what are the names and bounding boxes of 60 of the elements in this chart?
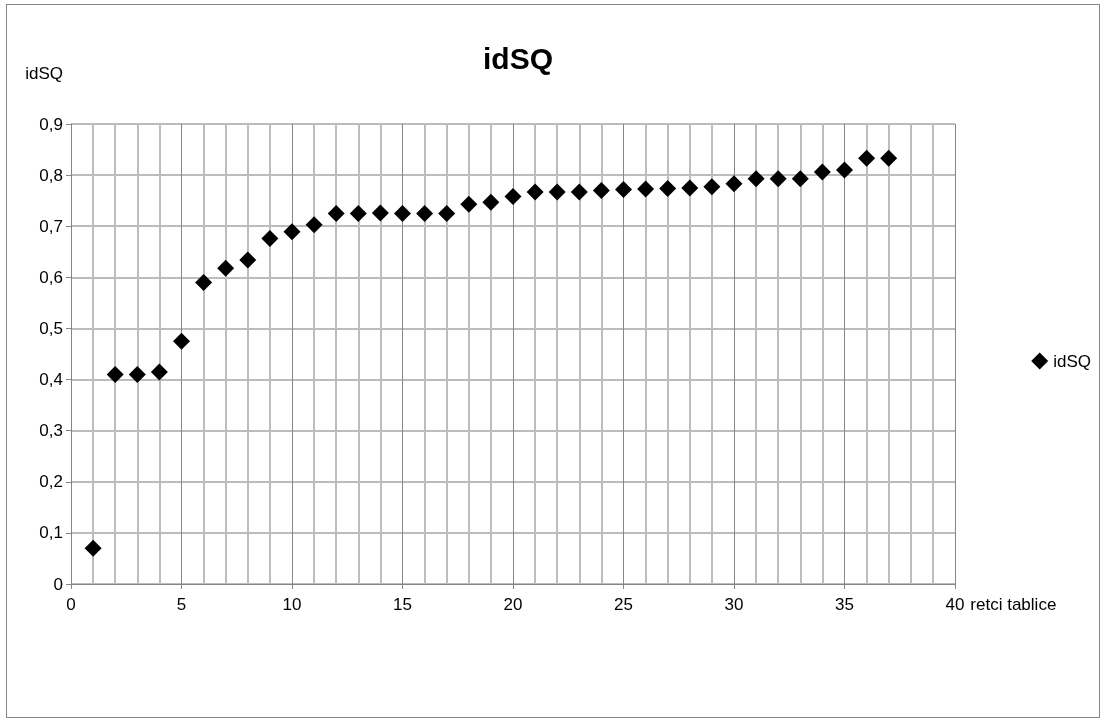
point <box>195 273 213 291</box>
y-tick-label: 0,7 <box>39 216 63 236</box>
point <box>615 180 632 198</box>
x-tick-label: 5 <box>176 595 187 614</box>
x-tick-label: 25 <box>614 595 633 614</box>
point <box>106 365 124 383</box>
point <box>570 183 588 201</box>
point <box>371 204 389 222</box>
x-axis-title: retci tablice <box>970 595 1057 614</box>
y-tick-label: 0,2 <box>39 472 63 492</box>
y-tick-label: 0,8 <box>39 165 63 185</box>
y-tick-label: 0,4 <box>39 370 63 390</box>
y-tick-label: 0,6 <box>39 267 63 287</box>
point <box>173 332 190 350</box>
point <box>769 170 787 188</box>
point <box>305 216 323 234</box>
point <box>681 179 699 197</box>
point <box>438 204 456 222</box>
point <box>482 193 500 211</box>
point <box>747 170 765 188</box>
y-tick-label: 0,5 <box>39 318 63 338</box>
point <box>526 183 544 201</box>
y-tick-label: 0,3 <box>39 421 63 441</box>
point <box>858 149 876 167</box>
point <box>394 204 411 222</box>
legend-label: idSQ <box>1053 351 1091 371</box>
x-tick-label: 10 <box>282 595 302 614</box>
point <box>460 195 478 213</box>
point <box>592 181 610 199</box>
y-tick-label: 0 <box>53 574 63 594</box>
point <box>725 175 743 193</box>
point <box>283 223 301 241</box>
point <box>813 163 831 181</box>
point <box>349 204 367 222</box>
x-tick-label: 30 <box>724 595 744 614</box>
x-tick-label: 20 <box>503 595 523 614</box>
point <box>84 539 102 557</box>
x-tick-label: 40 <box>945 595 965 614</box>
x-tick-label: 0 <box>66 595 76 614</box>
y-tick-label: 0,1 <box>39 523 63 543</box>
point <box>637 180 655 198</box>
point <box>327 204 345 222</box>
point <box>416 204 434 222</box>
point <box>791 170 809 188</box>
point <box>836 161 853 179</box>
chart-title: idSQ <box>482 41 554 75</box>
point <box>659 179 677 197</box>
point <box>880 149 898 167</box>
point <box>504 188 522 206</box>
y-tick-label: 0,9 <box>39 114 63 134</box>
point <box>703 178 721 196</box>
x-tick-label: 35 <box>835 595 854 614</box>
point <box>548 183 566 201</box>
point <box>128 365 146 383</box>
y-axis-title: idSQ <box>25 64 63 83</box>
point <box>261 229 279 247</box>
x-tick-label: 15 <box>393 595 412 614</box>
point <box>239 251 257 269</box>
point <box>150 363 168 381</box>
point <box>217 259 235 277</box>
